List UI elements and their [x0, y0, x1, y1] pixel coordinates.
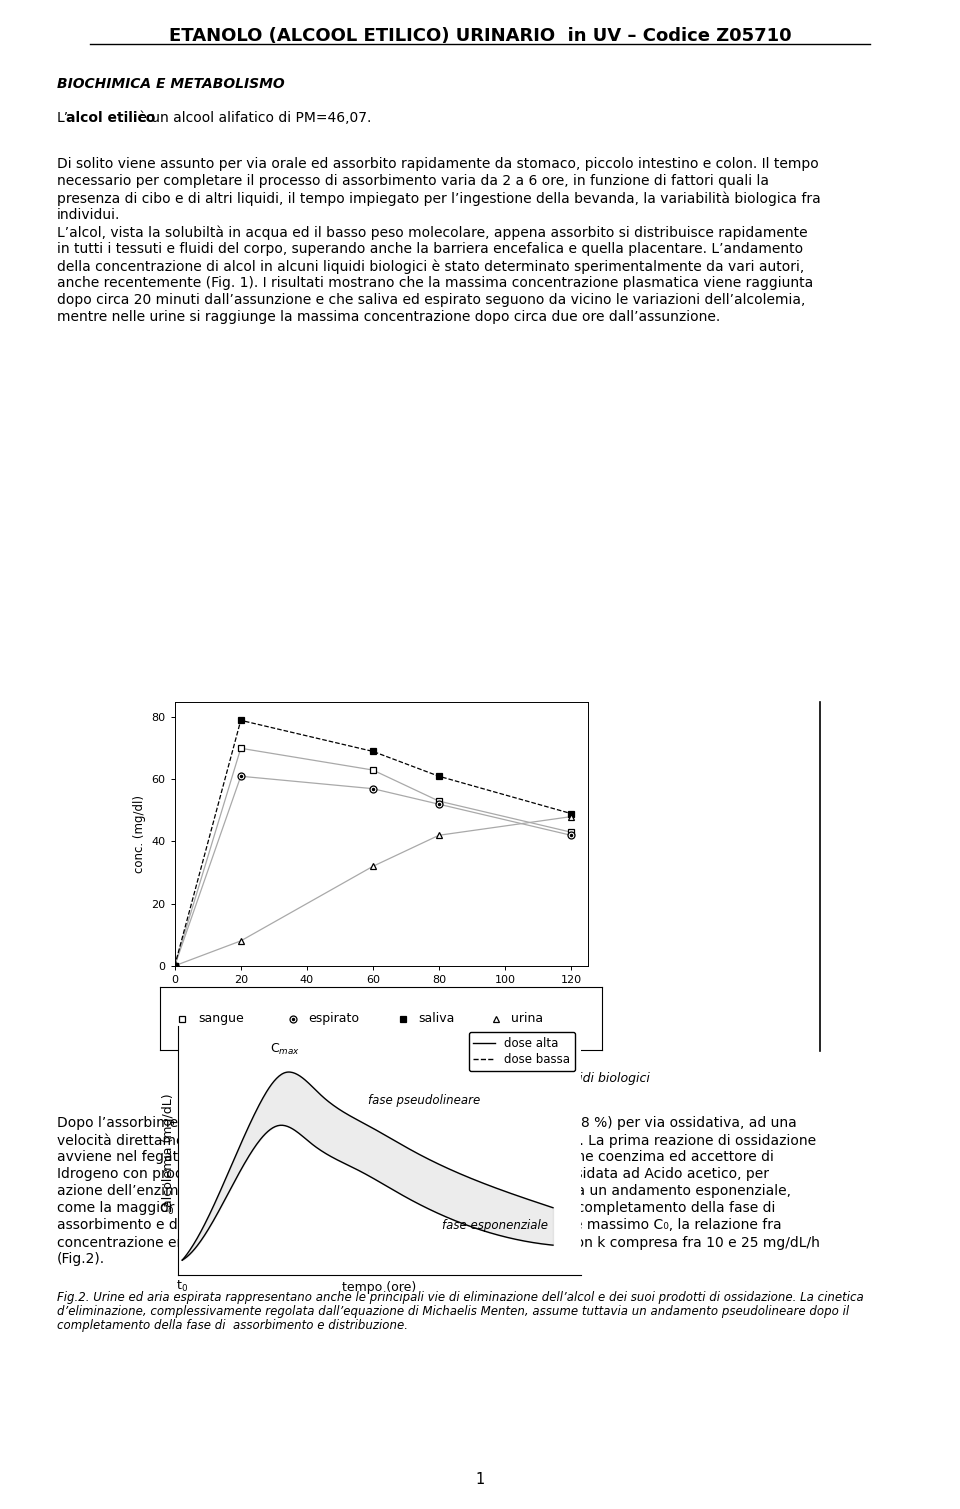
Text: fase esponenziale: fase esponenziale — [442, 1219, 548, 1231]
Text: assorbimento e distribuzione, quando la concentrazione raggiunge il valore massi: assorbimento e distribuzione, quando la … — [57, 1218, 781, 1231]
Text: Di solito viene assunto per via orale ed assorbito rapidamente da stomaco, picco: Di solito viene assunto per via orale ed… — [57, 157, 819, 171]
Text: saliva: saliva — [419, 1013, 455, 1025]
Text: è un alcool alifatico di PM=46,07.: è un alcool alifatico di PM=46,07. — [134, 112, 372, 125]
Text: d’eliminazione, complessivamente regolata dall’equazione di Michaelis Menten, as: d’eliminazione, complessivamente regolat… — [57, 1305, 850, 1317]
Text: anche recentemente (Fig. 1). I risultati mostrano che la massima concentrazione : anche recentemente (Fig. 1). I risultati… — [57, 276, 813, 290]
Text: Idrogeno con produzione di Acetaldeide; questa viene successivamente ossidata ad: Idrogeno con produzione di Acetaldeide; … — [57, 1166, 769, 1182]
Text: in tutti i tessuti e fluidi del corpo, superando anche la barriera encefalica e : in tutti i tessuti e fluidi del corpo, s… — [57, 241, 804, 257]
Text: ETANOLO (ALCOOL ETILICO) URINARIO  in UV – Codice Z05710: ETANOLO (ALCOOL ETILICO) URINARIO in UV … — [169, 27, 791, 45]
Y-axis label: alcolemia (mg/dL): alcolemia (mg/dL) — [162, 1094, 175, 1207]
Text: della concentrazione di alcol in alcuni liquidi biologici è stato determinato sp: della concentrazione di alcol in alcuni … — [57, 260, 804, 273]
Text: C$_{max}$: C$_{max}$ — [271, 1041, 300, 1056]
Text: L’alcol, vista la solubiltà in acqua ed il basso peso molecolare, appena assorbi: L’alcol, vista la solubiltà in acqua ed … — [57, 225, 807, 240]
Text: concentrazione ematica Cₜ e tempo t, è data dall’equazione: Cₜ = C₀ - kt, con k : concentrazione ematica Cₜ e tempo t, è d… — [57, 1234, 820, 1249]
Text: BIOCHIMICA E METABOLISMO: BIOCHIMICA E METABOLISMO — [57, 77, 284, 91]
Text: mentre nelle urine si raggiunge la massima concentrazione dopo circa due ore dal: mentre nelle urine si raggiunge la massi… — [57, 309, 720, 324]
X-axis label: tempo (ore): tempo (ore) — [342, 1281, 417, 1293]
Text: espirato: espirato — [308, 1013, 359, 1025]
Text: C$_0$: C$_0$ — [159, 1203, 175, 1218]
Y-axis label: conc. (mg/dl): conc. (mg/dl) — [133, 795, 146, 872]
Text: alcol etilico: alcol etilico — [66, 112, 156, 125]
Text: come la maggior parte delle sostanze esogene, ma pseudolineare; dopo il completa: come la maggior parte delle sostanze eso… — [57, 1201, 776, 1215]
Text: 1: 1 — [475, 1471, 485, 1486]
Text: azione dell’enzima Aldeide Deidrogenasi. La cinetica di eliminazione non ha un a: azione dell’enzima Aldeide Deidrogenasi.… — [57, 1185, 791, 1198]
Text: fase pseudolineare: fase pseudolineare — [368, 1094, 480, 1106]
Text: Dopo l’assorbimento, l’Etanolo viene prevalentemente metabolizzato (90-98 %) per: Dopo l’assorbimento, l’Etanolo viene pre… — [57, 1117, 797, 1130]
Text: L’: L’ — [57, 112, 69, 125]
Text: dopo circa 20 minuti dall’assunzione e che saliva ed espirato seguono da vicino : dopo circa 20 minuti dall’assunzione e c… — [57, 293, 805, 306]
Text: velocità direttamente proporzionale al peso corporeo e costante nel tempo. La pr: velocità direttamente proporzionale al p… — [57, 1133, 816, 1147]
Text: individui.: individui. — [57, 208, 120, 222]
Text: Fig. 1. Alcol etilico: concentrazione nei liquidi biologici: Fig. 1. Alcol etilico: concentrazione ne… — [311, 1073, 649, 1085]
Text: t$_0$: t$_0$ — [177, 1278, 188, 1293]
Text: presenza di cibo e di altri liquidi, il tempo impiegato per l’ingestione della b: presenza di cibo e di altri liquidi, il … — [57, 192, 821, 205]
Text: sangue: sangue — [198, 1013, 244, 1025]
Text: Fig.2. Urine ed aria espirata rappresentano anche le principali vie di eliminazi: Fig.2. Urine ed aria espirata rappresent… — [57, 1292, 864, 1304]
X-axis label: Tempo dall’assunzione (min.): Tempo dall’assunzione (min.) — [295, 990, 468, 1003]
Text: completamento della fase di  assorbimento e distribuzione.: completamento della fase di assorbimento… — [57, 1319, 408, 1332]
Text: necessario per completare il processo di assorbimento varia da 2 a 6 ore, in fun: necessario per completare il processo di… — [57, 174, 769, 189]
Legend: dose alta, dose bassa: dose alta, dose bassa — [468, 1032, 575, 1071]
Text: avviene nel fegato, per azione dell’enzima Alcol Deidrogenasi con NAD come coenz: avviene nel fegato, per azione dell’enzi… — [57, 1150, 774, 1163]
Text: urina: urina — [512, 1013, 543, 1025]
Text: (Fig.2).: (Fig.2). — [57, 1252, 106, 1266]
